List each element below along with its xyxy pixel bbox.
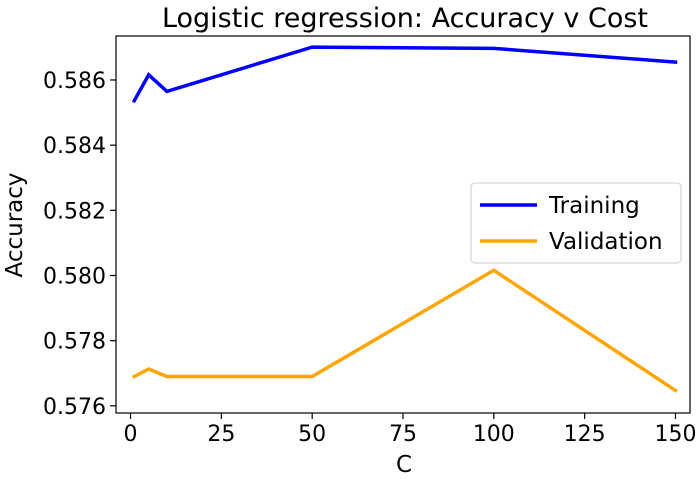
x-tick-label: 100 xyxy=(473,422,515,447)
y-tick-label: 0.580 xyxy=(43,264,106,289)
x-tick-label: 50 xyxy=(298,422,326,447)
x-tick-label: 125 xyxy=(564,422,606,447)
y-axis-ticks: 0.576 0.578 0.580 0.582 0.584 0.586 xyxy=(43,69,116,420)
y-tick-label: 0.576 xyxy=(43,395,106,420)
y-tick-label: 0.578 xyxy=(43,330,106,355)
chart-legend: Training Validation xyxy=(470,182,682,264)
series-line-training xyxy=(131,45,678,104)
x-tick-label: 25 xyxy=(207,422,235,447)
x-tick-label: 75 xyxy=(389,422,417,447)
legend-label-validation: Validation xyxy=(549,229,663,255)
y-tick-label: 0.584 xyxy=(43,134,106,159)
x-axis-ticks: 0 25 50 75 100 125 150 xyxy=(124,413,696,447)
x-axis-label: C xyxy=(396,452,412,478)
x-tick-label: 150 xyxy=(654,422,696,447)
x-tick-label: 0 xyxy=(124,422,138,447)
chart-title: Logistic regression: Accuracy v Cost xyxy=(162,3,648,34)
legend-box xyxy=(470,182,682,264)
series-line-validation xyxy=(131,268,678,393)
y-tick-label: 0.586 xyxy=(43,69,106,94)
legend-label-training: Training xyxy=(548,193,640,219)
y-axis-label: Accuracy xyxy=(2,172,28,277)
series-lines xyxy=(131,45,678,393)
y-tick-label: 0.582 xyxy=(43,199,106,224)
